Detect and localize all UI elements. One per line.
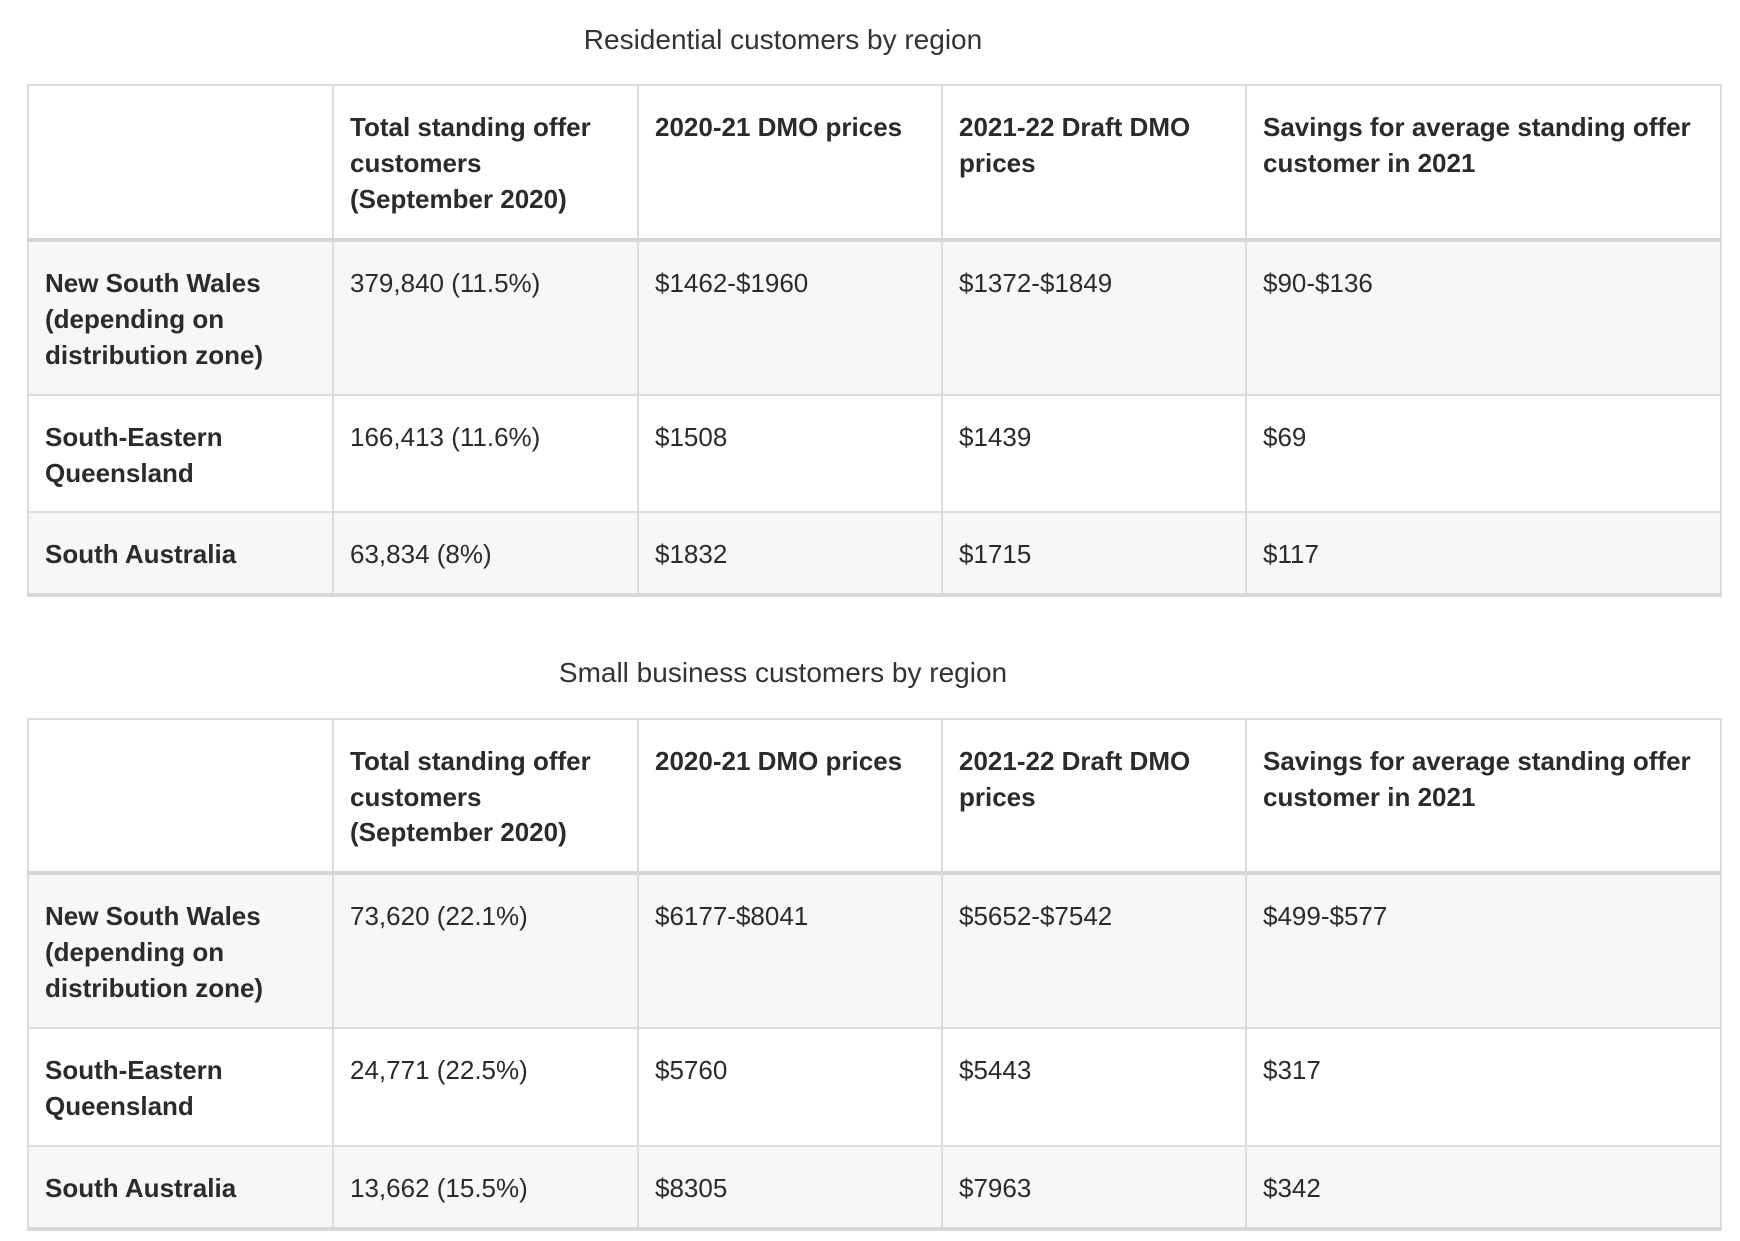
dmo-2021-22-draft-cell: $7963 <box>941 1144 1247 1230</box>
dmo-2021-22-draft-cell: $1372-$1849 <box>941 239 1247 396</box>
region-cell: South-Eastern Queensland <box>27 1026 334 1147</box>
dmo-2021-22-draft-cell: $1715 <box>941 511 1247 597</box>
header-savings-average-customer: Savings for average standing offer custo… <box>1245 717 1722 876</box>
savings-cell: $117 <box>1245 511 1722 597</box>
residential-header-row: Total standing offer customers (Septembe… <box>27 84 1722 243</box>
dmo-2020-21-cell: $8305 <box>637 1144 943 1230</box>
table-row: South-Eastern Queensland 166,413 (11.6%)… <box>27 393 1722 514</box>
dmo-2020-21-cell: $1832 <box>637 511 943 597</box>
region-cell: South Australia <box>27 511 334 597</box>
customers-cell: 166,413 (11.6%) <box>332 393 639 514</box>
header-savings-average-customer: Savings for average standing offer custo… <box>1245 84 1722 243</box>
customers-cell: 13,662 (15.5%) <box>332 1144 639 1230</box>
residential-table-caption: Residential customers by region <box>583 24 983 55</box>
region-cell: New South Wales (depending on distributi… <box>27 872 334 1029</box>
customers-cell: 73,620 (22.1%) <box>332 872 639 1029</box>
small-business-header-row: Total standing offer customers (Septembe… <box>27 717 1722 876</box>
savings-cell: $499-$577 <box>1245 872 1722 1029</box>
dmo-2021-22-draft-cell: $5443 <box>941 1026 1247 1147</box>
savings-cell: $69 <box>1245 393 1722 514</box>
dmo-2020-21-cell: $1508 <box>637 393 943 514</box>
header-2020-21-dmo-prices: 2020-21 DMO prices <box>637 84 943 243</box>
dmo-2020-21-cell: $5760 <box>637 1026 943 1147</box>
table-row: South Australia 63,834 (8%) $1832 $1715 … <box>27 511 1722 597</box>
table-row: New South Wales (depending on distributi… <box>27 239 1722 396</box>
header-2020-21-dmo-prices: 2020-21 DMO prices <box>637 717 943 876</box>
dmo-2021-22-draft-cell: $5652-$7542 <box>941 872 1247 1029</box>
header-2021-22-draft-dmo-prices: 2021-22 Draft DMO prices <box>941 717 1247 876</box>
header-empty-cell <box>27 717 334 876</box>
table-row: South Australia 13,662 (15.5%) $8305 $79… <box>27 1144 1722 1230</box>
region-cell: South Australia <box>27 1144 334 1230</box>
customers-cell: 379,840 (11.5%) <box>332 239 639 396</box>
residential-customers-table: Total standing offer customers (Septembe… <box>27 84 1722 598</box>
dmo-2020-21-cell: $6177-$8041 <box>637 872 943 1029</box>
customers-cell: 24,771 (22.5%) <box>332 1026 639 1147</box>
table-row: South-Eastern Queensland 24,771 (22.5%) … <box>27 1026 1722 1147</box>
region-cell: New South Wales (depending on distributi… <box>27 239 334 396</box>
customers-cell: 63,834 (8%) <box>332 511 639 597</box>
header-empty-cell <box>27 84 334 243</box>
dmo-2021-22-draft-cell: $1439 <box>941 393 1247 514</box>
savings-cell: $90-$136 <box>1245 239 1722 396</box>
savings-cell: $317 <box>1245 1026 1722 1147</box>
small-business-table-caption: Small business customers by region <box>558 657 1008 689</box>
header-2021-22-draft-dmo-prices: 2021-22 Draft DMO prices <box>941 84 1247 243</box>
dmo-2020-21-cell: $1462-$1960 <box>637 239 943 396</box>
region-cell: South-Eastern Queensland <box>27 393 334 514</box>
header-total-standing-offer-customers: Total standing offer customers (Septembe… <box>332 717 639 876</box>
table-row: New South Wales (depending on distributi… <box>27 872 1722 1029</box>
savings-cell: $342 <box>1245 1144 1722 1230</box>
small-business-customers-table: Total standing offer customers (Septembe… <box>27 717 1722 1231</box>
header-total-standing-offer-customers: Total standing offer customers (Septembe… <box>332 84 639 243</box>
